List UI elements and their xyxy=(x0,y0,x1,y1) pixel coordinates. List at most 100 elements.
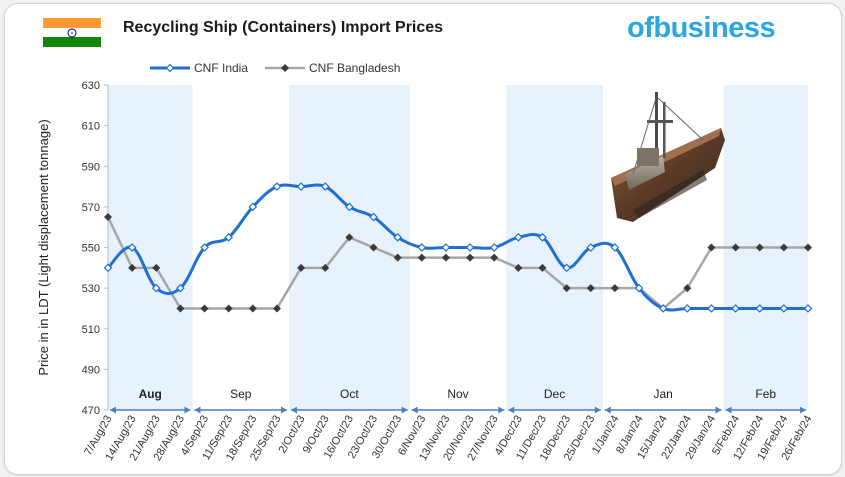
month-arrow-right xyxy=(401,406,408,414)
month-arrow-right xyxy=(498,406,505,414)
point-cnf-india xyxy=(489,243,499,252)
legend-marker-cnf-bangladesh xyxy=(281,64,289,72)
point-cnf-bangladesh xyxy=(104,213,112,222)
ashoka-chakra-icon xyxy=(67,28,77,38)
ofbusiness-logo: ofbusiness xyxy=(627,12,776,44)
month-arrow-right xyxy=(594,406,601,414)
month-label: Jan xyxy=(653,387,672,401)
y-tick-label: 630 xyxy=(82,80,100,92)
point-cnf-bangladesh xyxy=(272,304,281,313)
point-cnf-bangladesh xyxy=(683,284,692,293)
y-tick-label: 530 xyxy=(82,283,100,295)
month-label: Feb xyxy=(755,387,776,401)
point-cnf-bangladesh xyxy=(248,304,257,313)
y-tick-label: 570 xyxy=(82,202,100,214)
point-cnf-india xyxy=(610,243,620,252)
point-cnf-india xyxy=(731,304,740,313)
point-cnf-india xyxy=(755,304,765,313)
y-tick-label: 590 xyxy=(82,161,100,173)
point-cnf-bangladesh xyxy=(755,243,764,252)
point-cnf-bangladesh xyxy=(804,243,812,252)
month-arrow-right xyxy=(281,406,288,414)
point-cnf-bangladesh xyxy=(321,263,330,272)
chart-title: Recycling Ship (Containers) Import Price… xyxy=(123,19,444,36)
month-arrow-left xyxy=(725,406,732,414)
y-tick-label: 550 xyxy=(82,243,100,255)
point-cnf-bangladesh xyxy=(779,243,788,252)
point-cnf-bangladesh xyxy=(514,263,523,272)
point-cnf-india xyxy=(634,283,644,293)
point-cnf-bangladesh xyxy=(586,284,595,293)
point-cnf-bangladesh xyxy=(610,284,619,293)
india-flag-icon xyxy=(43,18,101,47)
point-cnf-india xyxy=(586,243,596,252)
point-cnf-bangladesh xyxy=(562,284,571,293)
point-cnf-india xyxy=(369,212,378,222)
point-cnf-bangladesh xyxy=(538,263,547,272)
point-cnf-india xyxy=(538,232,547,242)
y-tick-label: 610 xyxy=(82,121,100,133)
point-cnf-india xyxy=(151,283,161,293)
point-cnf-bangladesh xyxy=(393,253,402,262)
point-cnf-bangladesh xyxy=(441,253,450,262)
point-cnf-bangladesh xyxy=(176,304,185,313)
point-cnf-bangladesh xyxy=(200,304,209,313)
month-arrow-left xyxy=(604,406,611,414)
point-cnf-india xyxy=(803,304,813,313)
legend-label-cnf-bangladesh: CNF Bangladesh xyxy=(309,61,400,75)
y-axis-label: Price in in LDT (Light displacement tonn… xyxy=(36,119,51,375)
point-cnf-india xyxy=(562,263,571,273)
month-arrow-right xyxy=(715,406,722,414)
point-cnf-india xyxy=(248,202,258,212)
month-arrow-left xyxy=(194,406,201,414)
point-cnf-india xyxy=(320,182,330,191)
month-arrow-left xyxy=(291,406,298,414)
point-cnf-bangladesh xyxy=(345,233,354,242)
month-arrow-left xyxy=(110,406,116,414)
legend-marker-cnf-india xyxy=(165,63,175,73)
point-cnf-bangladesh xyxy=(707,243,716,252)
point-cnf-bangladesh xyxy=(731,243,740,252)
point-cnf-india xyxy=(176,283,185,293)
month-band xyxy=(108,85,193,410)
point-cnf-india xyxy=(345,202,354,212)
point-cnf-bangladesh xyxy=(297,263,306,272)
point-cnf-india xyxy=(658,304,668,313)
month-arrow-left xyxy=(411,406,418,414)
flag-stripe-green xyxy=(43,37,101,47)
point-cnf-bangladesh xyxy=(128,263,137,272)
month-arrow-left xyxy=(508,406,515,414)
point-cnf-bangladesh xyxy=(417,253,426,262)
flag-stripe-white xyxy=(43,27,101,38)
point-cnf-india xyxy=(513,232,523,242)
month-band xyxy=(289,85,410,410)
point-cnf-india xyxy=(103,263,113,273)
point-cnf-india xyxy=(296,182,306,191)
legend-label-cnf-india: CNF India xyxy=(194,61,248,75)
point-cnf-india xyxy=(682,304,692,313)
point-cnf-india xyxy=(393,232,403,242)
point-cnf-bangladesh xyxy=(490,253,499,262)
point-cnf-india xyxy=(465,243,475,252)
point-cnf-india xyxy=(779,304,789,313)
point-cnf-india xyxy=(417,243,427,252)
point-cnf-india xyxy=(441,243,451,252)
month-arrow-right xyxy=(184,406,191,414)
point-cnf-india xyxy=(707,304,716,313)
y-tick-label: 490 xyxy=(82,364,100,376)
point-cnf-bangladesh xyxy=(152,263,161,272)
point-cnf-bangladesh xyxy=(224,304,233,313)
point-cnf-india xyxy=(224,232,234,242)
flag-stripe-saffron xyxy=(43,18,101,28)
month-label: Nov xyxy=(447,387,468,401)
point-cnf-bangladesh xyxy=(466,253,475,262)
y-tick-label: 470 xyxy=(82,405,100,417)
month-arrow-right xyxy=(800,406,806,414)
point-cnf-india xyxy=(127,243,137,252)
point-cnf-india xyxy=(200,243,209,252)
y-tick-label: 510 xyxy=(82,324,100,336)
point-cnf-india xyxy=(272,182,282,191)
ship-image xyxy=(611,92,725,222)
point-cnf-bangladesh xyxy=(369,243,378,252)
